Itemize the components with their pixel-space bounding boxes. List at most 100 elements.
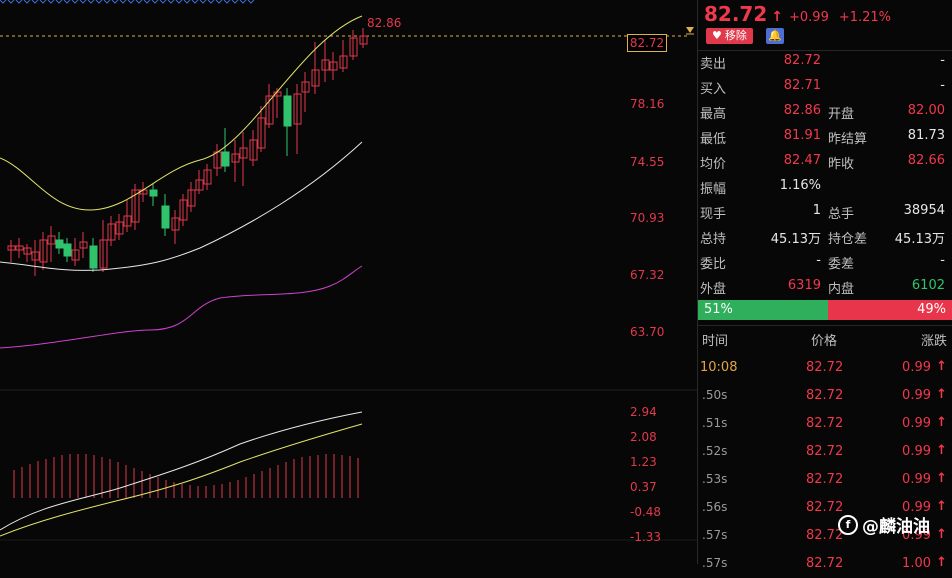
tick-change: 0.99 bbox=[902, 472, 931, 487]
toolbar-mark bbox=[63, 0, 71, 4]
candle-body bbox=[107, 223, 116, 241]
weibo-logo-icon: f bbox=[838, 514, 858, 535]
tick-row[interactable]: .56s 82.72 0.99 ↑ bbox=[698, 494, 952, 522]
price-change: +0.99 bbox=[789, 10, 829, 25]
up-arrow-icon: ↑ bbox=[771, 9, 783, 25]
price-axis-tick: 63.70 bbox=[630, 325, 665, 339]
tick-change: 0.99 bbox=[902, 500, 931, 515]
tick-row[interactable]: 10:08 82.72 0.99 ↑ bbox=[698, 354, 952, 382]
toolbar-mark bbox=[79, 0, 87, 4]
alert-bell-button[interactable]: 🔔 bbox=[766, 28, 784, 44]
quote-label: 总手 bbox=[828, 207, 855, 222]
toolbar-mark bbox=[55, 0, 63, 4]
quote-value: 82.86 bbox=[783, 103, 821, 118]
quote-row: 总持 45.13万 持仓差 45.13万 bbox=[698, 224, 952, 249]
price-axis-tick: 78.16 bbox=[630, 97, 665, 111]
tick-row[interactable]: .57s 82.72 1.00 ↑ bbox=[698, 550, 952, 578]
heart-icon: ♥ bbox=[712, 29, 722, 42]
candle-body bbox=[203, 169, 212, 185]
quote-row: 卖出 82.72 - bbox=[698, 49, 952, 74]
toolbar-mark bbox=[111, 0, 119, 4]
tick-time: .57s bbox=[702, 528, 728, 542]
tick-row[interactable]: .52s 82.72 0.99 ↑ bbox=[698, 438, 952, 466]
toolbar-mark bbox=[103, 0, 111, 4]
quote-label: 持仓差 bbox=[828, 232, 868, 247]
toolbar-mark bbox=[151, 0, 159, 4]
tick-row[interactable]: .50s 82.72 0.99 ↑ bbox=[698, 382, 952, 410]
candle-body bbox=[23, 247, 32, 255]
candle-body bbox=[195, 179, 204, 191]
candle-body bbox=[301, 81, 310, 93]
quote-row: 最低 81.91 昨结算 81.73 bbox=[698, 124, 952, 149]
candle-body bbox=[89, 245, 98, 269]
tick-price: 82.72 bbox=[806, 360, 844, 375]
quote-value: - bbox=[816, 253, 821, 268]
quote-label: 开盘 bbox=[828, 107, 855, 122]
indicator-axis-tick: 2.94 bbox=[630, 405, 657, 419]
quote-label: 卖出 bbox=[700, 57, 727, 72]
price-axis-tick: 70.93 bbox=[630, 211, 665, 225]
divider bbox=[698, 325, 952, 326]
candle-body bbox=[161, 205, 170, 229]
quote-label: 买入 bbox=[700, 82, 727, 97]
tick-price: 82.72 bbox=[806, 500, 844, 515]
candle-body bbox=[221, 151, 230, 167]
quote-value: 81.73 bbox=[907, 128, 945, 143]
up-arrow-icon: ↑ bbox=[936, 555, 947, 570]
tick-change: 0.99 bbox=[902, 360, 931, 375]
candle-body bbox=[179, 199, 188, 221]
quote-value: 82.00 bbox=[907, 103, 945, 118]
quote-value: 45.13万 bbox=[770, 232, 821, 247]
candle-body bbox=[39, 239, 48, 263]
remove-watchlist-button[interactable]: ♥ 移除 bbox=[706, 28, 753, 44]
tick-row[interactable]: .53s 82.72 0.99 ↑ bbox=[698, 466, 952, 494]
watermark: f @麟油油 bbox=[838, 512, 930, 537]
indicator-axis-tick: 2.08 bbox=[630, 430, 657, 444]
candle-body bbox=[339, 55, 348, 69]
quote-row: 均价 82.47 昨收 82.66 bbox=[698, 149, 952, 174]
toolbar-mark bbox=[0, 0, 7, 4]
quote-label: 均价 bbox=[700, 157, 727, 172]
quote-row: 外盘 6319 内盘 6102 bbox=[698, 274, 952, 299]
tick-change: 0.99 bbox=[902, 528, 931, 543]
quote-label: 外盘 bbox=[700, 282, 727, 297]
quote-value: 82.66 bbox=[907, 153, 945, 168]
price-column-header: 价格 bbox=[811, 334, 838, 349]
up-arrow-icon: ↑ bbox=[936, 443, 947, 458]
toolbar-mark bbox=[159, 0, 167, 4]
sell-ratio: 49% bbox=[827, 300, 952, 320]
candle-body bbox=[71, 249, 80, 261]
tick-price: 82.72 bbox=[806, 444, 844, 459]
toolbar-mark bbox=[239, 0, 247, 4]
quote-value: - bbox=[940, 53, 945, 68]
tick-time: .56s bbox=[702, 500, 728, 514]
tick-row[interactable]: .57s 82.72 0.99 ↑ bbox=[698, 522, 952, 550]
quote-label: 内盘 bbox=[828, 282, 855, 297]
candle-body bbox=[31, 251, 40, 261]
quote-label: 委比 bbox=[700, 257, 727, 272]
watermark-text: @麟油油 bbox=[862, 517, 930, 537]
last-price: 82.72 bbox=[704, 2, 768, 26]
tick-price: 82.72 bbox=[806, 528, 844, 543]
tick-row[interactable]: .51s 82.72 0.99 ↑ bbox=[698, 410, 952, 438]
tick-time: 10:08 bbox=[700, 360, 738, 375]
candle-body bbox=[249, 139, 258, 161]
quote-value: 6319 bbox=[787, 278, 821, 293]
divider bbox=[698, 50, 952, 51]
toolbar-mark bbox=[15, 0, 23, 4]
buy-ratio: 51% bbox=[698, 300, 828, 320]
quote-value: 82.72 bbox=[783, 53, 821, 68]
high-price-marker: 82.86 bbox=[367, 16, 402, 30]
price-change-percent: +1.21% bbox=[838, 10, 892, 25]
toolbar-mark bbox=[191, 0, 199, 4]
toolbar-mark bbox=[31, 0, 39, 4]
quote-value: 82.71 bbox=[783, 78, 821, 93]
kline-chart[interactable] bbox=[0, 0, 697, 564]
quote-panel: 82.72 ↑ +0.99 +1.21% ♥ 移除 🔔 卖出 82.72 - 买入 82… bbox=[697, 0, 952, 571]
candle-body bbox=[123, 215, 132, 227]
candle-body bbox=[131, 189, 140, 223]
indicator-axis-tick: 0.37 bbox=[630, 480, 657, 494]
kline-chart-area[interactable]: 78.16 74.55 70.93 67.32 63.70 2.94 2.08 … bbox=[0, 0, 697, 564]
candle-body bbox=[171, 217, 180, 231]
toolbar-mark bbox=[175, 0, 183, 4]
